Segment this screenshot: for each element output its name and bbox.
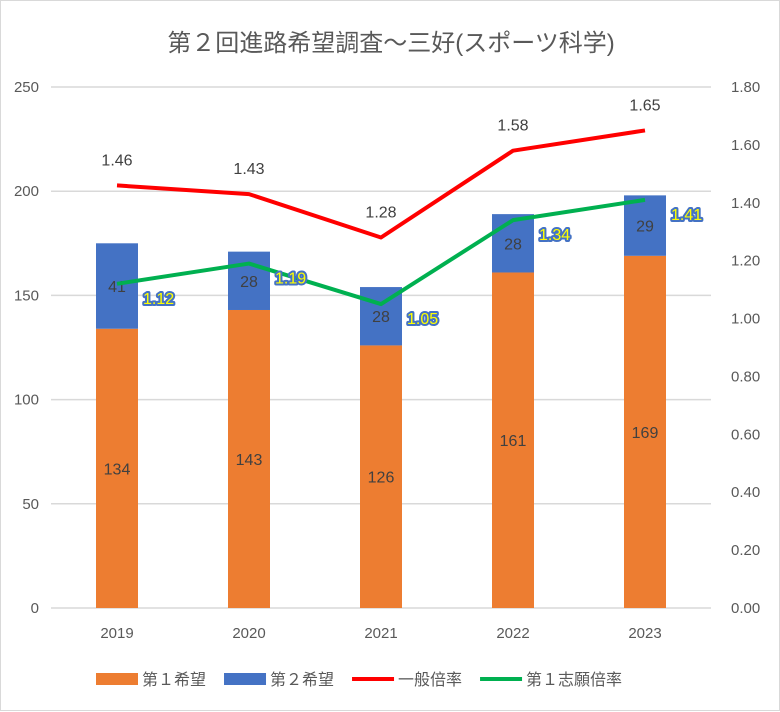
- right-axis-tick: 0.00: [731, 600, 760, 617]
- bar-data-label: 143: [236, 452, 263, 469]
- right-axis-tick: 1.00: [731, 311, 760, 328]
- bar-data-label: 126: [368, 470, 395, 487]
- bar-data-label: 161: [500, 433, 527, 450]
- bar-第１希望: [228, 309, 270, 608]
- right-axis-tick: 0.40: [731, 484, 760, 501]
- legend-label: 一般倍率: [398, 671, 462, 689]
- left-axis-tick: 50: [22, 496, 39, 513]
- line-data-label: 1.58: [497, 118, 528, 135]
- line-data-label: 1.19: [275, 271, 306, 288]
- legend-swatch: [224, 673, 267, 685]
- bar-data-label: 28: [504, 236, 522, 253]
- line-data-label: 1.43: [233, 161, 264, 178]
- x-axis-tick: 2020: [232, 625, 265, 642]
- bar-第１希望: [360, 345, 402, 608]
- bar-第１希望: [624, 255, 666, 608]
- bar-第２希望: [624, 195, 666, 256]
- line-data-label: 1.65: [629, 97, 660, 114]
- line-data-label: 1.28: [365, 205, 396, 222]
- legend-label: 第２希望: [270, 671, 334, 689]
- x-axis-tick: 2023: [628, 625, 661, 642]
- left-axis-tick: 200: [14, 183, 39, 200]
- right-axis-tick: 1.20: [731, 253, 760, 270]
- legend-swatch: [96, 673, 138, 685]
- bar-data-label: 28: [372, 309, 390, 326]
- line-data-label: 1.34: [539, 227, 570, 244]
- bar-data-label: 169: [632, 425, 659, 442]
- x-axis-tick: 2019: [100, 625, 133, 642]
- legend-label: 第１志願倍率: [526, 671, 622, 689]
- right-axis-tick: 0.20: [731, 542, 760, 559]
- line-data-label: 1.46: [101, 152, 132, 169]
- bar-data-label: 29: [636, 219, 654, 236]
- bar-data-label: 134: [104, 461, 131, 478]
- left-axis-tick: 150: [14, 287, 39, 304]
- bar-第２希望: [228, 251, 270, 310]
- line-data-label: 1.05: [407, 311, 438, 328]
- x-axis-tick: 2022: [496, 625, 529, 642]
- left-axis-tick: 100: [14, 392, 39, 409]
- right-axis-tick: 1.80: [731, 79, 760, 96]
- right-axis-tick: 1.60: [731, 137, 760, 154]
- bar-data-label: 28: [240, 274, 258, 291]
- bar-第１希望: [96, 328, 138, 608]
- bar-第１希望: [492, 272, 534, 608]
- right-axis-tick: 1.40: [731, 195, 760, 212]
- chart-title: 第２回進路希望調査～三好(スポーツ科学): [167, 30, 615, 57]
- line-第１志願倍率: [116, 197, 646, 307]
- left-axis-tick: 250: [14, 79, 39, 96]
- line-data-label: 1.41: [671, 207, 702, 224]
- right-axis-tick: 0.60: [731, 426, 760, 443]
- bar-第２希望: [492, 214, 534, 273]
- line-data-label: 1.12: [143, 291, 174, 308]
- x-axis-tick: 2021: [364, 625, 397, 642]
- left-axis-tick: 0: [31, 600, 39, 617]
- line-一般倍率: [116, 128, 646, 240]
- bar-第２希望: [96, 243, 138, 329]
- legend-label: 第１希望: [142, 671, 206, 689]
- right-axis-tick: 0.80: [731, 368, 760, 385]
